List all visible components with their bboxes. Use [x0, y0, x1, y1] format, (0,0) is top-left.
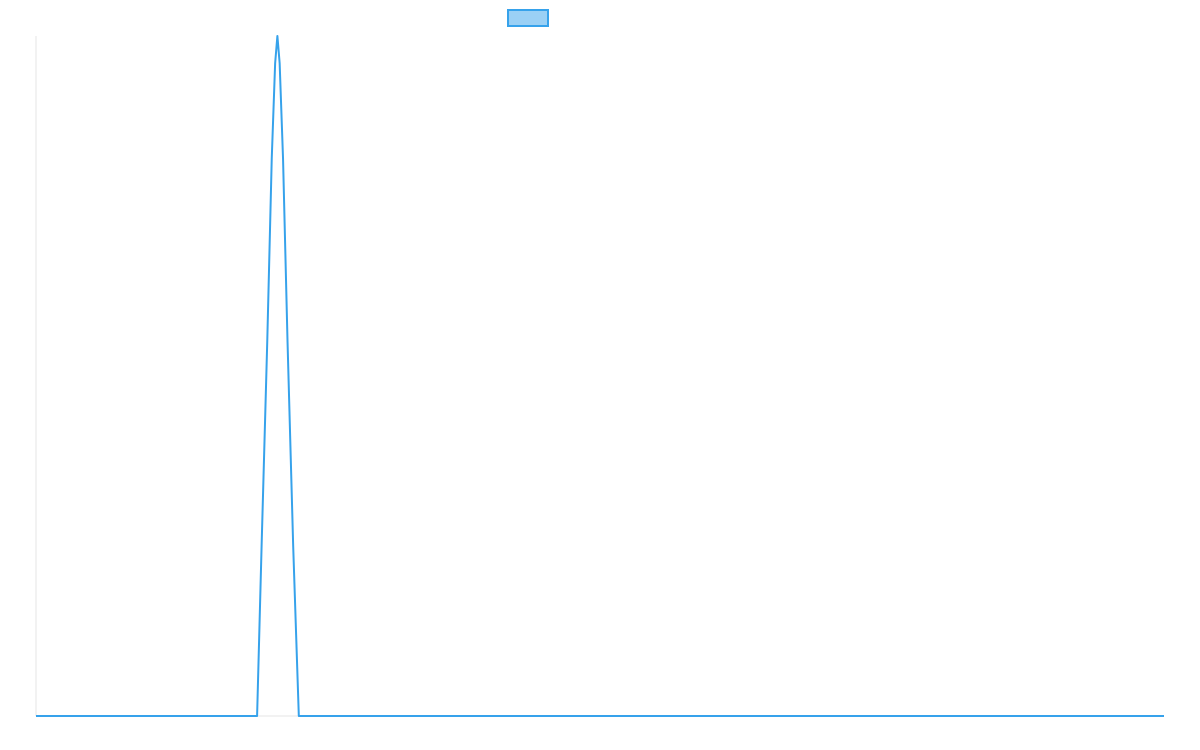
series-line[interactable] — [36, 35, 1164, 717]
axes — [35, 36, 1164, 717]
series-layer — [36, 35, 1164, 717]
legend[interactable] — [507, 9, 549, 27]
legend-swatch[interactable] — [507, 9, 549, 27]
